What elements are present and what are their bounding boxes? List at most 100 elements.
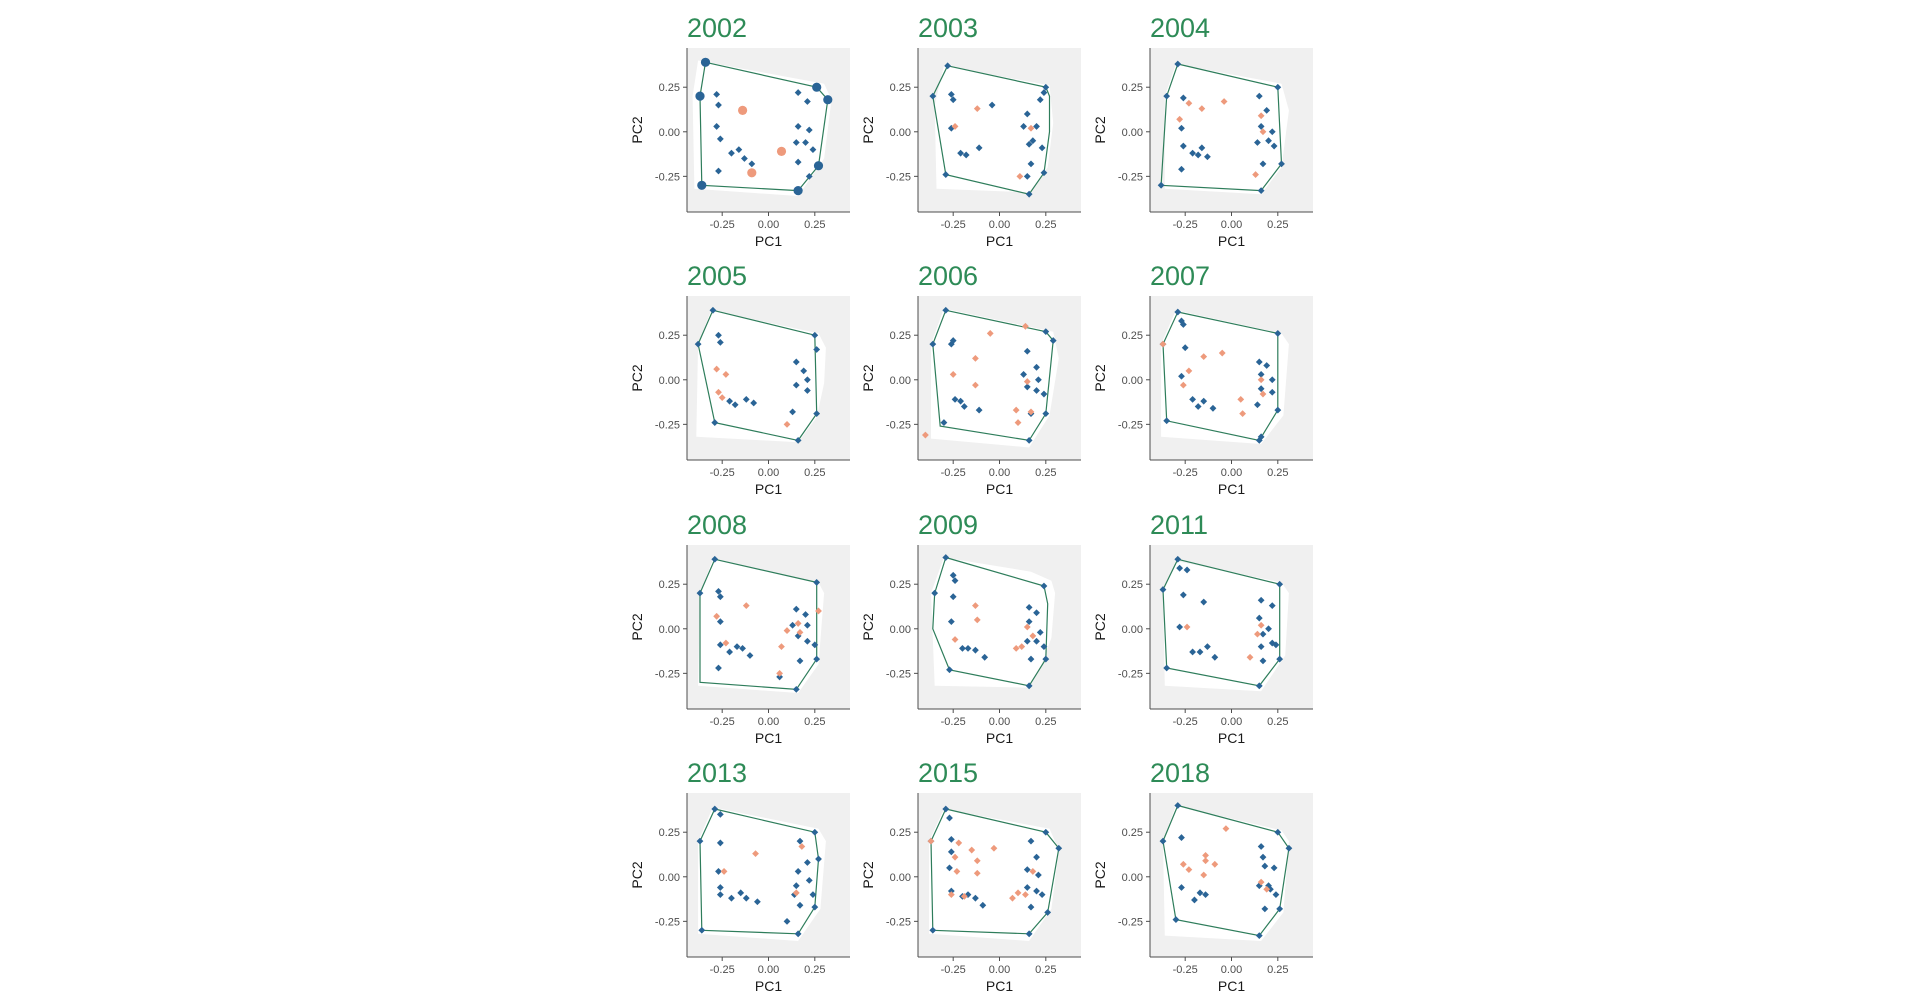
data-point-blue bbox=[1255, 932, 1263, 940]
data-point-orange bbox=[972, 602, 979, 610]
data-point-blue bbox=[811, 331, 819, 339]
data-point-blue bbox=[741, 155, 748, 162]
data-point-blue bbox=[728, 149, 735, 157]
data-point-blue bbox=[929, 340, 937, 348]
data-point-blue bbox=[1025, 140, 1033, 148]
data-point-blue bbox=[698, 926, 706, 934]
x-tick-label: 0.25 bbox=[804, 467, 825, 479]
data-point-blue bbox=[813, 410, 821, 418]
panel-2007: -0.25 0.00 0.25 0.25 0.00 -0.25 PC1 PC2 2007 bbox=[1092, 261, 1313, 497]
data-point-orange bbox=[1259, 390, 1267, 398]
data-point-blue bbox=[949, 571, 957, 579]
x-tick-label: -0.25 bbox=[710, 467, 735, 479]
data-point-blue bbox=[813, 579, 821, 586]
data-point-orange bbox=[1200, 871, 1208, 879]
panel-title: 2006 bbox=[918, 261, 978, 291]
data-point-blue bbox=[951, 577, 959, 585]
panel-title: 2008 bbox=[687, 510, 747, 540]
data-point-blue bbox=[1261, 905, 1269, 913]
data-point-blue bbox=[716, 593, 724, 601]
data-point-blue bbox=[800, 367, 808, 375]
data-point-blue bbox=[794, 868, 802, 875]
data-point-blue bbox=[947, 340, 955, 348]
data-point-blue bbox=[1178, 317, 1185, 325]
data-point-blue bbox=[811, 828, 819, 836]
data-point-blue bbox=[805, 172, 813, 180]
data-point-blue bbox=[715, 664, 722, 672]
data-point-orange bbox=[968, 846, 976, 854]
data-point-orange bbox=[1023, 623, 1031, 631]
data-point-orange bbox=[1029, 868, 1037, 875]
data-point-blue bbox=[1255, 682, 1263, 690]
data-point-blue bbox=[1254, 139, 1261, 146]
data-point-blue bbox=[715, 167, 722, 175]
data-point-blue bbox=[1179, 94, 1187, 102]
data-point-orange bbox=[1237, 395, 1245, 403]
data-point-blue bbox=[1204, 643, 1211, 651]
data-point-blue bbox=[1049, 337, 1057, 344]
x-tick-label: 0.25 bbox=[804, 964, 825, 976]
data-point-blue bbox=[739, 644, 746, 652]
y-tick-label: 0.00 bbox=[890, 624, 911, 636]
data-point-blue bbox=[1276, 905, 1284, 913]
x-tick-label: 0.25 bbox=[804, 716, 825, 728]
panel-2005: -0.25 0.00 0.25 0.25 0.00 -0.25 PC1 PC2 2005 bbox=[629, 261, 850, 497]
density-region bbox=[931, 557, 1056, 688]
data-point-blue bbox=[1033, 387, 1040, 394]
data-point-blue bbox=[1255, 882, 1263, 890]
data-point-blue bbox=[805, 126, 813, 134]
y-tick-label: -0.25 bbox=[655, 419, 680, 431]
y-tick-label: 0.25 bbox=[890, 827, 911, 839]
data-point-blue bbox=[716, 641, 724, 649]
data-point-orange bbox=[747, 168, 757, 178]
data-point-orange bbox=[951, 636, 959, 643]
data-point-blue bbox=[1257, 385, 1265, 393]
data-point-blue bbox=[1033, 363, 1040, 371]
data-point-blue bbox=[1257, 643, 1265, 651]
data-point-blue bbox=[696, 589, 704, 597]
y-tick-label: -0.25 bbox=[886, 668, 911, 680]
convex-hull bbox=[1162, 804, 1290, 937]
x-tick-label: 0.00 bbox=[758, 467, 779, 479]
data-point-blue bbox=[1198, 144, 1206, 152]
data-point-blue bbox=[931, 589, 939, 597]
data-point-orange bbox=[1198, 105, 1206, 113]
panel-2002: -0.25 0.00 0.25 0.25 0.00 -0.25 PC1 PC2 2002 bbox=[629, 13, 850, 249]
y-tick-label: 0.25 bbox=[659, 330, 680, 342]
data-point-blue bbox=[1042, 655, 1050, 663]
data-point-blue bbox=[1023, 884, 1031, 891]
data-point-orange bbox=[738, 105, 748, 115]
data-point-blue bbox=[715, 331, 722, 339]
data-point-blue bbox=[1209, 404, 1217, 412]
data-point-orange bbox=[949, 371, 957, 378]
data-point-blue bbox=[809, 146, 817, 154]
y-tick-label: -0.25 bbox=[1118, 916, 1143, 928]
data-point-blue bbox=[823, 95, 833, 105]
data-point-blue bbox=[803, 376, 811, 384]
data-point-blue bbox=[1261, 862, 1269, 870]
data-point-blue bbox=[1042, 410, 1050, 418]
y-axis-title: PC2 bbox=[1092, 116, 1108, 143]
x-tick-label: -0.25 bbox=[941, 716, 966, 728]
data-point-blue bbox=[1270, 142, 1278, 150]
data-point-blue bbox=[957, 149, 965, 157]
data-point-orange bbox=[1159, 340, 1167, 348]
data-point-blue bbox=[803, 637, 811, 645]
data-point-orange bbox=[1014, 419, 1022, 426]
y-tick-label: -0.25 bbox=[886, 171, 911, 183]
data-point-blue bbox=[1204, 153, 1211, 161]
data-point-blue bbox=[1268, 128, 1276, 136]
data-point-blue bbox=[947, 90, 955, 98]
data-point-blue bbox=[794, 89, 802, 96]
x-tick-label: -0.25 bbox=[710, 219, 735, 231]
y-tick-label: 0.25 bbox=[659, 827, 680, 839]
data-point-blue bbox=[742, 894, 750, 902]
data-point-blue bbox=[1163, 417, 1171, 425]
data-point-blue bbox=[1259, 630, 1267, 638]
data-point-orange bbox=[986, 330, 994, 337]
data-point-orange bbox=[973, 857, 981, 865]
panel-title: 2009 bbox=[918, 510, 978, 540]
data-point-blue bbox=[942, 805, 950, 813]
data-point-blue bbox=[1033, 637, 1040, 645]
data-point-blue bbox=[1202, 891, 1209, 899]
